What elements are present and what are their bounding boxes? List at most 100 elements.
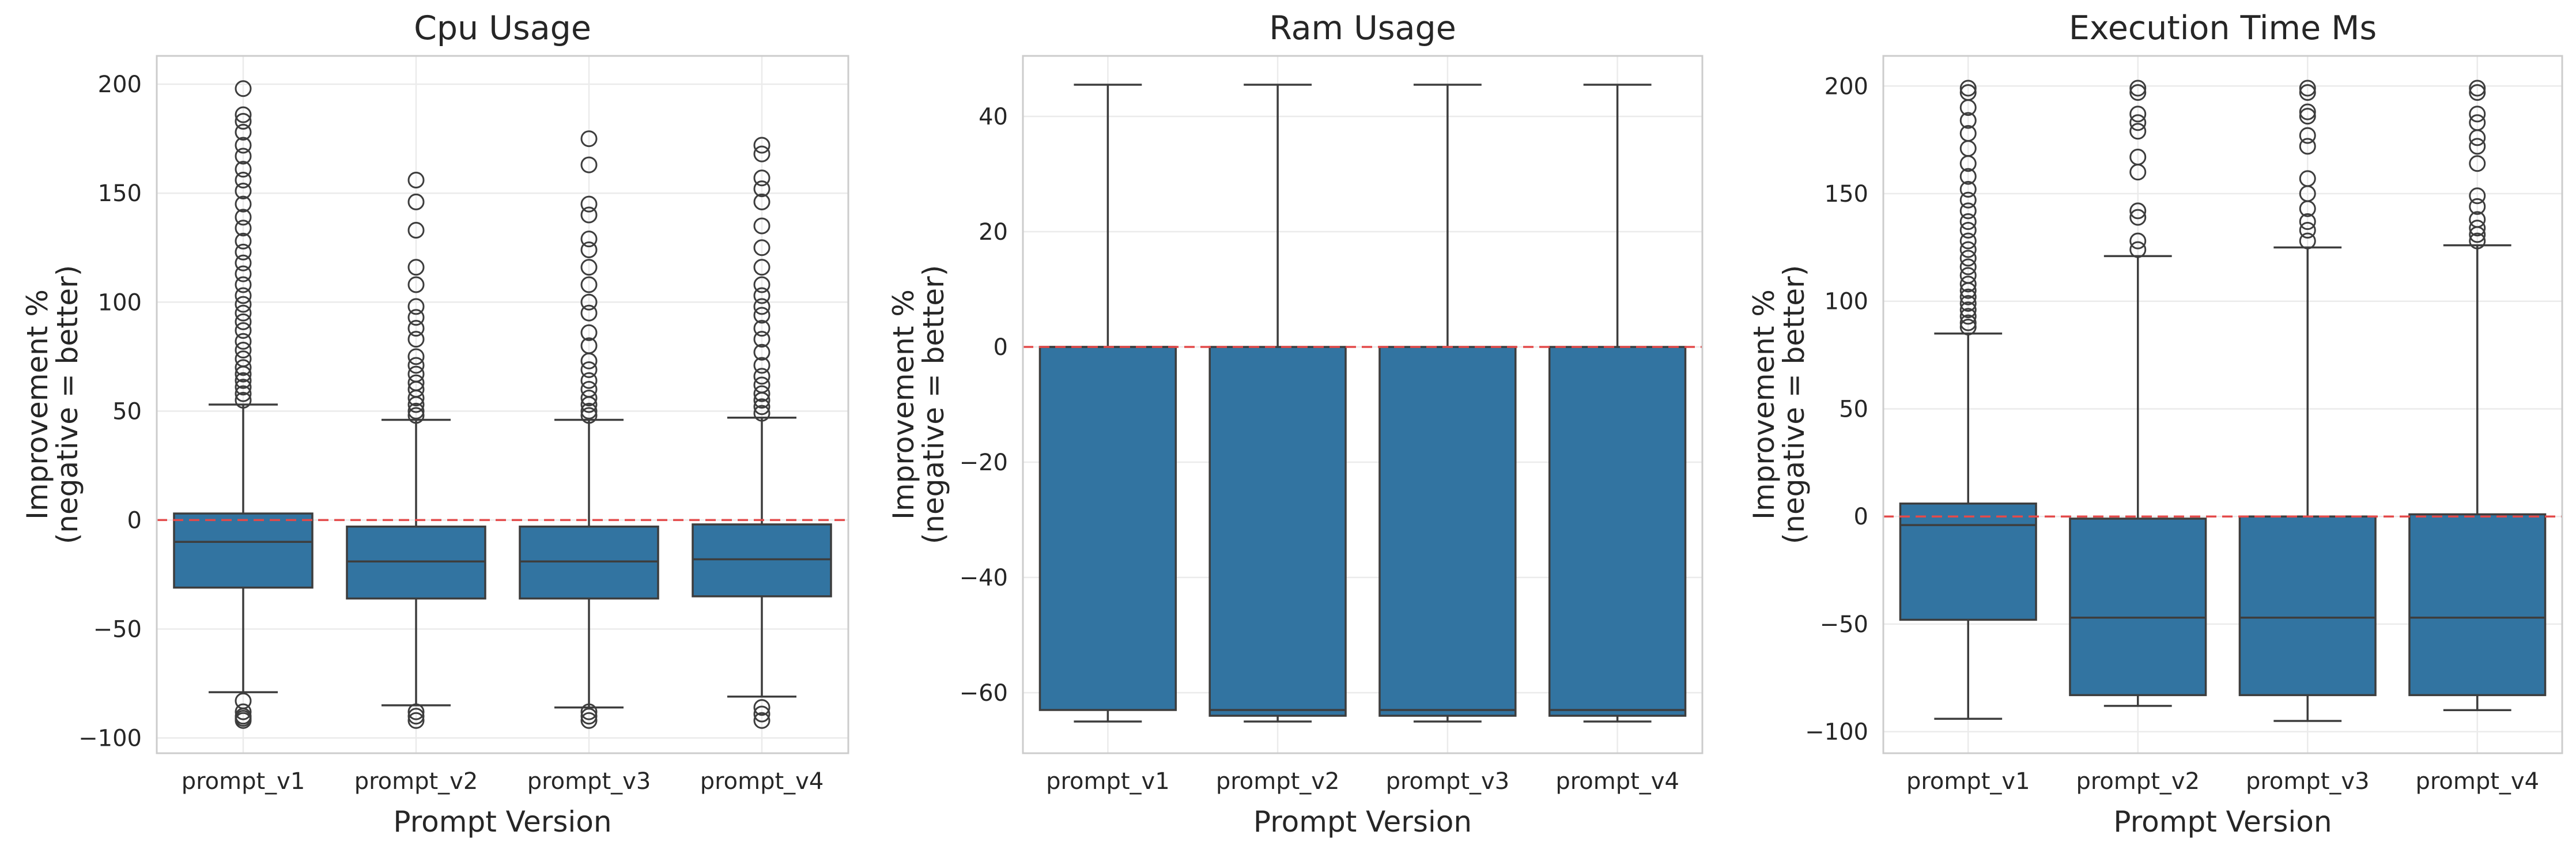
outlier-point — [753, 357, 770, 374]
outlier-point — [753, 276, 770, 293]
outlier-point — [235, 123, 252, 141]
outlier-point — [580, 324, 598, 341]
box-prompt_v2 — [346, 172, 486, 729]
iqr-box — [2069, 518, 2207, 696]
box-prompt_v3 — [2238, 80, 2377, 722]
outlier-point — [235, 379, 252, 396]
outlier-point — [753, 320, 770, 337]
outlier-point — [235, 712, 252, 729]
outlier-point — [2469, 187, 2486, 205]
outlier-point — [1959, 222, 1977, 239]
outlier-point — [580, 372, 598, 389]
y-tick-label: 50 — [112, 398, 142, 425]
outlier-point — [235, 385, 252, 402]
outlier-point — [580, 276, 598, 293]
outlier-point — [753, 405, 770, 422]
outlier-point — [1959, 232, 1977, 250]
outlier-point — [1959, 202, 1977, 220]
x-axis-label: Prompt Version — [1253, 805, 1472, 839]
box-prompt_v2 — [1208, 84, 1347, 723]
box-prompt_v4 — [2408, 80, 2547, 712]
iqr-box — [2408, 513, 2547, 696]
outlier-point — [235, 350, 252, 368]
outlier-point — [753, 145, 770, 163]
outlier-point — [2299, 232, 2316, 250]
outlier-point — [2469, 211, 2486, 228]
y-tick-label: 20 — [979, 219, 1008, 246]
execution-time-panel: −100 −50 0 50 100 150 200 prompt_v1 prompt_v2 pro… — [1747, 9, 2563, 839]
outlier-point — [235, 341, 252, 358]
outlier-point — [407, 407, 425, 424]
outlier-point — [235, 209, 252, 226]
outlier-point — [407, 193, 425, 210]
outlier-point — [1959, 112, 1977, 129]
outlier-point — [235, 148, 252, 165]
outlier-point — [235, 161, 252, 178]
outlier-point — [2299, 108, 2316, 125]
outlier-point — [580, 293, 598, 311]
outlier-point — [1959, 319, 1977, 336]
outlier-point — [753, 169, 770, 187]
outlier-point — [235, 265, 252, 282]
box-prompt_v4 — [692, 137, 832, 729]
outlier-point — [580, 130, 598, 148]
outlier-point — [2469, 220, 2486, 237]
outlier-point — [407, 320, 425, 337]
outlier-point — [2299, 127, 2316, 144]
outlier-point — [407, 708, 425, 725]
outlier-point — [1959, 124, 1977, 142]
y-tick-label: 0 — [1854, 504, 1868, 530]
outlier-point — [2299, 84, 2316, 101]
outlier-point — [753, 385, 770, 402]
outlier-point — [235, 313, 252, 330]
y-axis-label: Improvement %(negative = better) — [21, 265, 84, 544]
outlier-point — [235, 276, 252, 293]
iqr-box — [519, 526, 659, 600]
y-tick-label: 0 — [127, 507, 142, 534]
y-tick-label: −100 — [1805, 719, 1868, 746]
x-tick-label: prompt_v3 — [527, 768, 651, 795]
outlier-point — [2129, 149, 2147, 166]
outlier-point — [407, 259, 425, 276]
x-tick-label: prompt_v1 — [182, 768, 305, 795]
outlier-point — [1959, 294, 1977, 312]
y-tick-label: 200 — [1825, 73, 1868, 100]
outlier-point — [235, 182, 252, 199]
outlier-point — [580, 195, 598, 213]
outlier-point — [2299, 80, 2316, 97]
outlier-point — [235, 112, 252, 130]
y-tick-label: 200 — [98, 71, 142, 98]
outlier-point — [753, 193, 770, 210]
outlier-point — [2129, 232, 2147, 250]
outlier-point — [1959, 250, 1977, 267]
iqr-box — [1899, 503, 2037, 621]
y-tick-label: 50 — [1839, 396, 1868, 422]
outlier-point — [580, 361, 598, 378]
y-axis-label: Improvement %(negative = better) — [1747, 265, 1811, 544]
outlier-point — [580, 337, 598, 354]
x-tick-label: prompt_v3 — [1386, 768, 1510, 795]
outlier-point — [407, 331, 425, 348]
outlier-point — [1959, 314, 1977, 331]
outlier-point — [753, 368, 770, 385]
outlier-point — [753, 217, 770, 235]
iqr-box — [1548, 346, 1687, 717]
outlier-point — [235, 333, 252, 350]
y-tick-label: 40 — [979, 104, 1008, 130]
x-axis-label: Prompt Version — [2113, 805, 2332, 839]
outlier-point — [753, 259, 770, 276]
ram-usage-panel: −60 −40 −20 0 20 40 prompt_v1 prompt_v2 prompt_v… — [887, 9, 1704, 839]
x-tick-label: prompt_v4 — [1555, 768, 1679, 795]
outlier-point — [235, 232, 252, 250]
outlier-point — [2129, 202, 2147, 220]
y-tick-label: 150 — [1825, 181, 1868, 207]
outlier-point — [2129, 105, 2147, 123]
y-tick-label: −50 — [1820, 611, 1868, 638]
outlier-point — [407, 276, 425, 293]
box-prompt_v1 — [1899, 80, 2037, 720]
outlier-point — [407, 365, 425, 383]
outlier-point — [580, 259, 598, 276]
outlier-point — [753, 376, 770, 394]
outlier-point — [2469, 105, 2486, 123]
box-prompt_v2 — [2069, 80, 2207, 707]
